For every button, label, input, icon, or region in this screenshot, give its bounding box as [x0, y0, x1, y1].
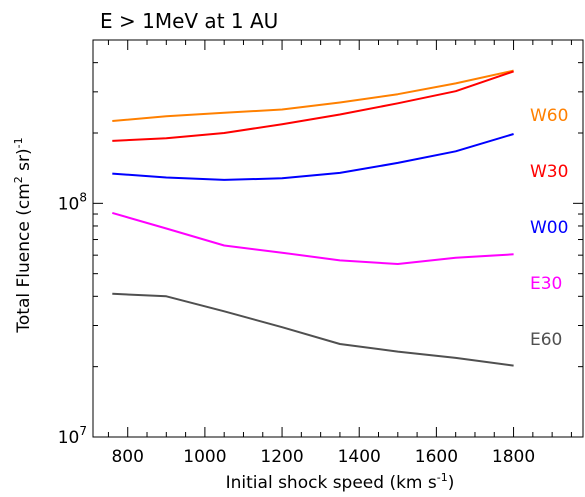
series-label-e30: E30 [530, 274, 562, 294]
series-lines [112, 69, 514, 367]
x-tick-label: 1800 [492, 447, 535, 467]
x-tick-label: 800 [111, 447, 143, 467]
series-labels: W60 W30 W00 E30 E60 [530, 106, 568, 350]
x-tick-label: 1000 [183, 447, 226, 467]
series-line-w30 [112, 70, 514, 142]
series-label-w30: W30 [530, 162, 568, 182]
series-line-w60 [112, 69, 514, 122]
y-tick-label: 107 [58, 424, 87, 448]
series-line-e60 [112, 292, 514, 367]
plot-border [92, 39, 584, 438]
x-tick-label: 1200 [260, 447, 303, 467]
series-line-w00 [112, 133, 514, 181]
series-line-e30 [112, 211, 514, 265]
y-tick-label: 108 [58, 190, 87, 214]
series-label-w00: W00 [530, 218, 568, 238]
chart-title: E > 1MeV at 1 AU [100, 9, 278, 33]
series-label-w60: W60 [530, 106, 568, 126]
plot-frame [92, 39, 584, 438]
x-tick-label: 1600 [415, 447, 458, 467]
y-axis-label: Total Fluence (cm2 sr)-1 [12, 137, 34, 333]
series-label-e60: E60 [530, 330, 562, 350]
axis-ticks: 800 1000 1200 1400 1600 1800 107 108 [58, 40, 583, 467]
x-axis-label: Initial shock speed (km s-1) [226, 471, 455, 493]
x-tick-label: 1400 [338, 447, 381, 467]
